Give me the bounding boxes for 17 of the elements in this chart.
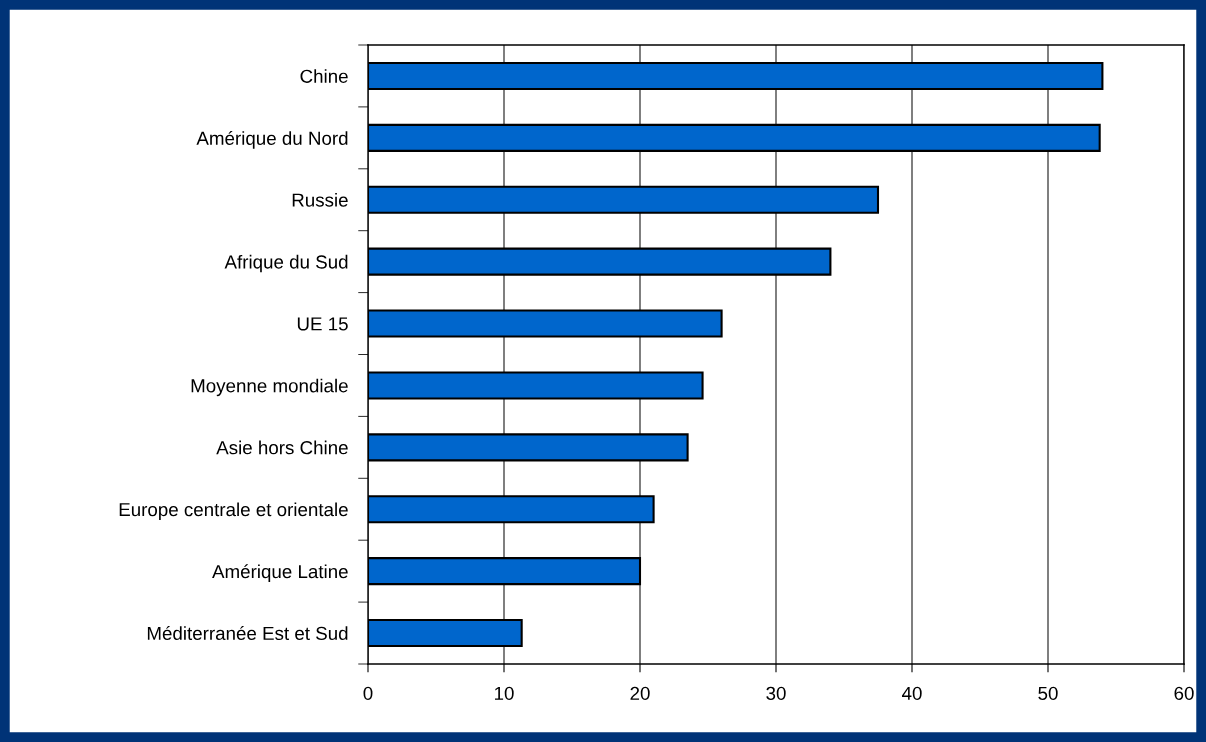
y-tick-label: Amérique du Nord: [196, 130, 348, 149]
x-tick-label: 0: [363, 686, 373, 700]
x-tick-label: 20: [630, 686, 650, 700]
x-tick-label: 30: [766, 686, 786, 700]
y-tick-label: Amérique Latine: [212, 564, 348, 582]
y-tick-label: UE 15: [297, 317, 348, 331]
y-tick-label: Europe centrale et orientale: [119, 502, 348, 520]
y-tick-label: Moyenne mondiale: [191, 378, 348, 397]
y-tick-label: Russie: [292, 192, 348, 207]
y-tick-label: Chine: [300, 69, 348, 83]
x-tick-label: 60: [1174, 686, 1194, 700]
x-tick-label: 10: [495, 686, 514, 700]
x-tick-label: 40: [902, 686, 922, 700]
y-tick-label: Afrique du Sud: [224, 254, 348, 273]
y-tick-label: Asie hors Chine: [216, 440, 348, 455]
x-tick-label: 50: [1038, 686, 1058, 700]
y-tick-label: Méditerranée Est et Sud: [147, 626, 348, 641]
